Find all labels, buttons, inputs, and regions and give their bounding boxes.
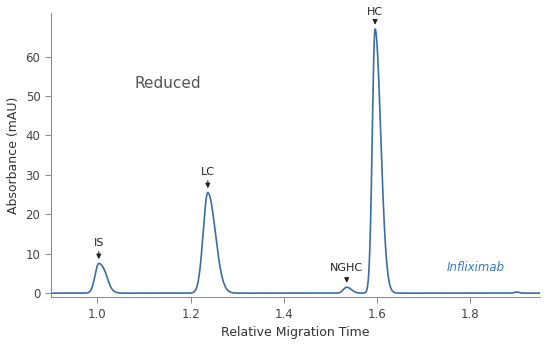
Text: LC: LC <box>201 167 215 177</box>
Y-axis label: Absorbance (mAU): Absorbance (mAU) <box>7 97 20 214</box>
Text: Infliximab: Infliximab <box>447 262 505 274</box>
Text: HC: HC <box>367 7 383 17</box>
Text: IS: IS <box>94 238 104 248</box>
Text: NGHC: NGHC <box>330 263 363 273</box>
X-axis label: Relative Migration Time: Relative Migration Time <box>221 326 370 339</box>
Text: Reduced: Reduced <box>135 76 201 91</box>
